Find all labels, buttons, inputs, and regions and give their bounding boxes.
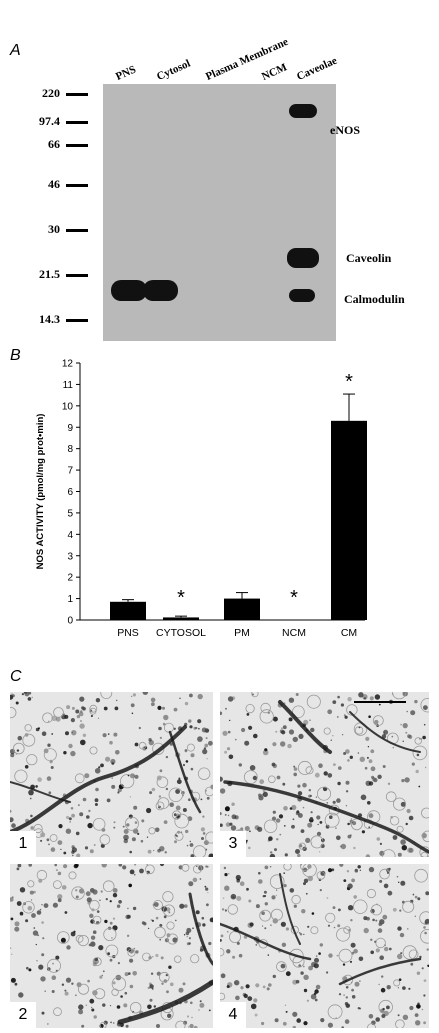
panel-c-letter: C bbox=[10, 668, 22, 685]
mw-label-14: 14.3 bbox=[39, 312, 60, 326]
x-tick-label-cm: CM bbox=[341, 627, 357, 639]
micrograph-3-label: 3 bbox=[220, 831, 246, 857]
lane-label-pns: PNS bbox=[114, 63, 138, 83]
micrograph-2 bbox=[10, 864, 213, 1028]
mw-label-220: 220 bbox=[42, 86, 60, 100]
y-tick-label: 1 bbox=[67, 594, 73, 605]
y-tick-label: 9 bbox=[67, 423, 73, 434]
mw-label-97: 97.4 bbox=[39, 114, 60, 128]
micrograph-1-label: 1 bbox=[10, 831, 36, 857]
y-tick-label: 6 bbox=[67, 487, 73, 498]
mw-tick bbox=[66, 274, 88, 277]
y-tick-label: 3 bbox=[67, 551, 73, 562]
panel-b-letter: B bbox=[10, 347, 21, 364]
y-tick-label: 8 bbox=[67, 444, 73, 455]
mw-tick bbox=[66, 93, 88, 96]
western-blot bbox=[103, 84, 336, 341]
y-tick-label: 5 bbox=[67, 508, 73, 519]
micrograph-4-label: 4 bbox=[220, 1002, 246, 1028]
x-tick-label-cytosol: CYTOSOL bbox=[156, 627, 206, 639]
micrograph-2-label: 2 bbox=[10, 1002, 36, 1028]
lane-label-ncm: NCM bbox=[260, 61, 289, 83]
scale-bar bbox=[354, 701, 406, 703]
mw-tick bbox=[66, 229, 88, 232]
band-enos-caveolae bbox=[289, 104, 317, 118]
mw-tick bbox=[66, 184, 88, 187]
mw-label-30: 30 bbox=[48, 222, 60, 236]
band-label-enos: eNOS bbox=[330, 123, 360, 137]
band-label-caveolin: Caveolin bbox=[346, 251, 392, 265]
band-label-calmodulin: Calmodulin bbox=[344, 292, 405, 306]
significance-cm: * bbox=[345, 371, 353, 393]
lane-label-caveolae: Caveolae bbox=[295, 54, 339, 83]
band-caveolin-caveolae bbox=[287, 248, 319, 268]
micrograph-3 bbox=[220, 692, 429, 857]
bar-cm bbox=[331, 420, 367, 620]
band-calmodulin-cytosol bbox=[143, 280, 178, 301]
y-tick-label: 10 bbox=[62, 401, 74, 412]
mw-tick bbox=[66, 121, 88, 124]
y-tick-label: 4 bbox=[67, 530, 73, 541]
mw-tick bbox=[66, 144, 88, 147]
panel-a-letter: A bbox=[10, 42, 21, 59]
bar-pns bbox=[110, 601, 146, 620]
y-tick-label: 2 bbox=[67, 573, 73, 584]
micrograph-1 bbox=[10, 692, 213, 857]
micrograph-4 bbox=[220, 864, 429, 1028]
y-tick-label: 0 bbox=[67, 616, 73, 627]
bar-cytosol bbox=[163, 617, 199, 620]
band-calmodulin-pns bbox=[111, 280, 147, 301]
mw-tick bbox=[66, 319, 88, 322]
mw-label-46: 46 bbox=[48, 177, 60, 191]
mw-label-21: 21.5 bbox=[39, 267, 60, 281]
y-tick-label: 12 bbox=[62, 359, 74, 370]
y-axis-label: NOS ACTIVITY (pmol/mg prot•min) bbox=[35, 414, 46, 570]
bar-pm bbox=[224, 598, 260, 620]
y-tick-label: 7 bbox=[67, 466, 73, 477]
band-calmodulin-caveolae bbox=[289, 289, 315, 302]
significance-ncm: * bbox=[290, 587, 298, 609]
mw-label-66: 66 bbox=[48, 137, 60, 151]
significance-cytosol: * bbox=[177, 587, 185, 609]
x-tick-label-pns: PNS bbox=[117, 627, 139, 639]
lane-label-cytosol: Cytosol bbox=[155, 57, 193, 83]
y-tick-label: 11 bbox=[63, 380, 74, 391]
x-tick-label-pm: PM bbox=[234, 627, 250, 639]
x-tick-label-ncm: NCM bbox=[282, 627, 306, 639]
